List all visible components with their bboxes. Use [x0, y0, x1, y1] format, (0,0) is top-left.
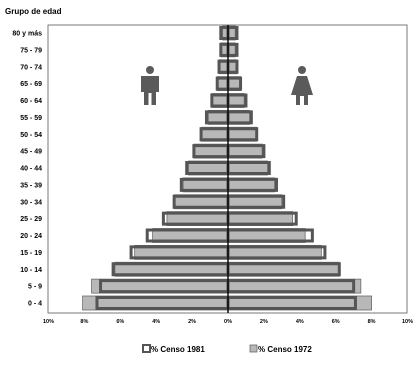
male-figure-icon	[141, 66, 159, 105]
x-tick-label-9: 8%	[368, 319, 376, 325]
series-1972-bars	[82, 25, 373, 311]
x-tick-label-7: 4%	[296, 319, 304, 325]
x-tick-label-6: 2%	[260, 319, 268, 325]
age-label-8: 40 - 44	[20, 166, 42, 173]
x-tick-label-5: 0%	[224, 319, 232, 325]
legend: % Censo 1981 % Censo 1972	[142, 344, 312, 354]
age-label-14: 70 - 74	[20, 64, 42, 71]
female-figure-icon	[291, 66, 313, 105]
age-label-0: 0 - 4	[28, 301, 42, 308]
age-label-11: 55 - 59	[20, 115, 42, 122]
age-group-labels: 0 - 4 5 - 9 10 - 14 15 - 19 20 - 24 25 - 29 30…	[12, 31, 42, 308]
x-axis-tick-labels: 10% 8% 6% 4% 2% 0% 2% 4% 6% 8% 10%	[43, 319, 413, 325]
age-label-3: 15 - 19	[20, 250, 42, 257]
age-label-4: 20 - 24	[20, 233, 42, 240]
x-tick-label-2: 6%	[116, 319, 124, 325]
x-tick-label-0: 10%	[43, 319, 54, 325]
age-label-7: 35 - 39	[20, 182, 42, 189]
legend-swatch-1981	[142, 344, 151, 353]
age-label-16: 80 y más	[12, 31, 42, 38]
age-label-2: 10 - 14	[20, 267, 42, 274]
legend-label-1972: % Censo 1972	[258, 345, 312, 354]
age-label-9: 45 - 49	[20, 149, 42, 156]
y-axis-title: Grupo de edad	[5, 7, 62, 16]
x-tick-label-4: 2%	[188, 319, 196, 325]
x-tick-label-1: 8%	[80, 319, 88, 325]
age-label-10: 50 - 54	[20, 132, 42, 139]
legend-swatch-1972	[249, 344, 258, 353]
age-label-15: 75 - 79	[20, 47, 42, 54]
age-label-5: 25 - 29	[20, 216, 42, 223]
age-label-12: 60 - 64	[20, 98, 42, 105]
x-tick-label-3: 4%	[152, 319, 160, 325]
age-label-6: 30 - 34	[20, 199, 42, 206]
age-label-13: 65 - 69	[20, 81, 42, 88]
age-label-1: 5 - 9	[28, 284, 42, 291]
x-tick-label-10: 10%	[402, 319, 413, 325]
x-tick-label-8: 6%	[332, 319, 340, 325]
legend-label-1981: % Censo 1981	[151, 345, 205, 354]
